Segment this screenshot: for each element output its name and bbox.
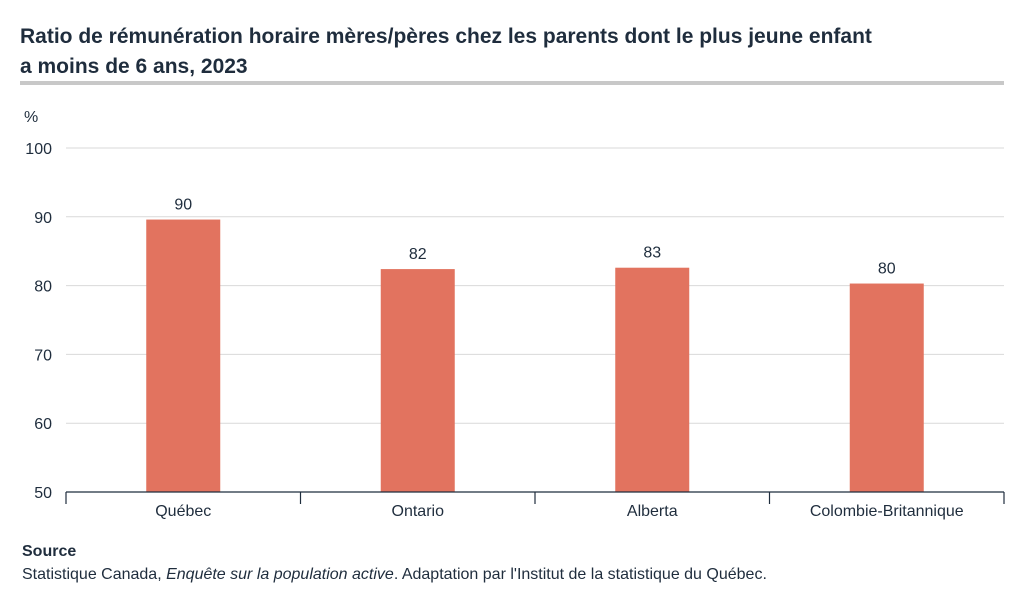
bar <box>380 269 455 492</box>
y-tick-label: 70 <box>34 347 52 364</box>
source-heading: Source <box>22 543 77 560</box>
x-tick-label: Alberta <box>627 503 678 520</box>
source-text: Statistique Canada, Enquête sur la popul… <box>22 566 767 584</box>
title-line-1: Ratio de rémunération horaire mères/père… <box>20 25 872 48</box>
y-tick-label: 100 <box>25 141 52 158</box>
data-label: 80 <box>878 261 896 278</box>
source-prefix: Statistique Canada, <box>22 566 167 583</box>
bar-chart: % 50 60 70 80 90 100 90 82 83 80 Québec Ontario Al… <box>24 109 1005 520</box>
y-tick-label: 50 <box>34 485 52 502</box>
data-labels: 90 82 83 80 <box>174 197 895 278</box>
x-tick-label: Ontario <box>392 503 445 520</box>
y-tick-label: 80 <box>34 279 52 296</box>
chart-title: Ratio de rémunération horaire mères/père… <box>20 22 960 82</box>
y-axis-ticks: 50 60 70 80 90 100 <box>25 141 52 502</box>
data-label: 90 <box>174 197 192 214</box>
title-divider <box>20 81 1004 85</box>
title-line-2: a moins de 6 ans, 2023 <box>20 55 248 78</box>
gridlines <box>66 147 1004 424</box>
bar <box>849 283 924 492</box>
y-tick-label: 90 <box>34 210 52 227</box>
bar <box>615 267 690 492</box>
x-tick-label: Québec <box>155 503 211 520</box>
x-axis: Québec Ontario Alberta Colombie-Britannique <box>65 491 1005 520</box>
bar <box>146 219 221 492</box>
data-label: 82 <box>409 246 427 263</box>
x-tick-label: Colombie-Britannique <box>810 503 964 520</box>
y-tick-label: 60 <box>34 416 52 433</box>
source-suffix: . Adaptation par l'Institut de la statis… <box>393 566 767 583</box>
source-survey: Enquête sur la population active <box>166 566 394 583</box>
bars <box>146 219 924 492</box>
data-label: 83 <box>643 245 661 262</box>
y-axis-unit-label: % <box>24 109 38 126</box>
